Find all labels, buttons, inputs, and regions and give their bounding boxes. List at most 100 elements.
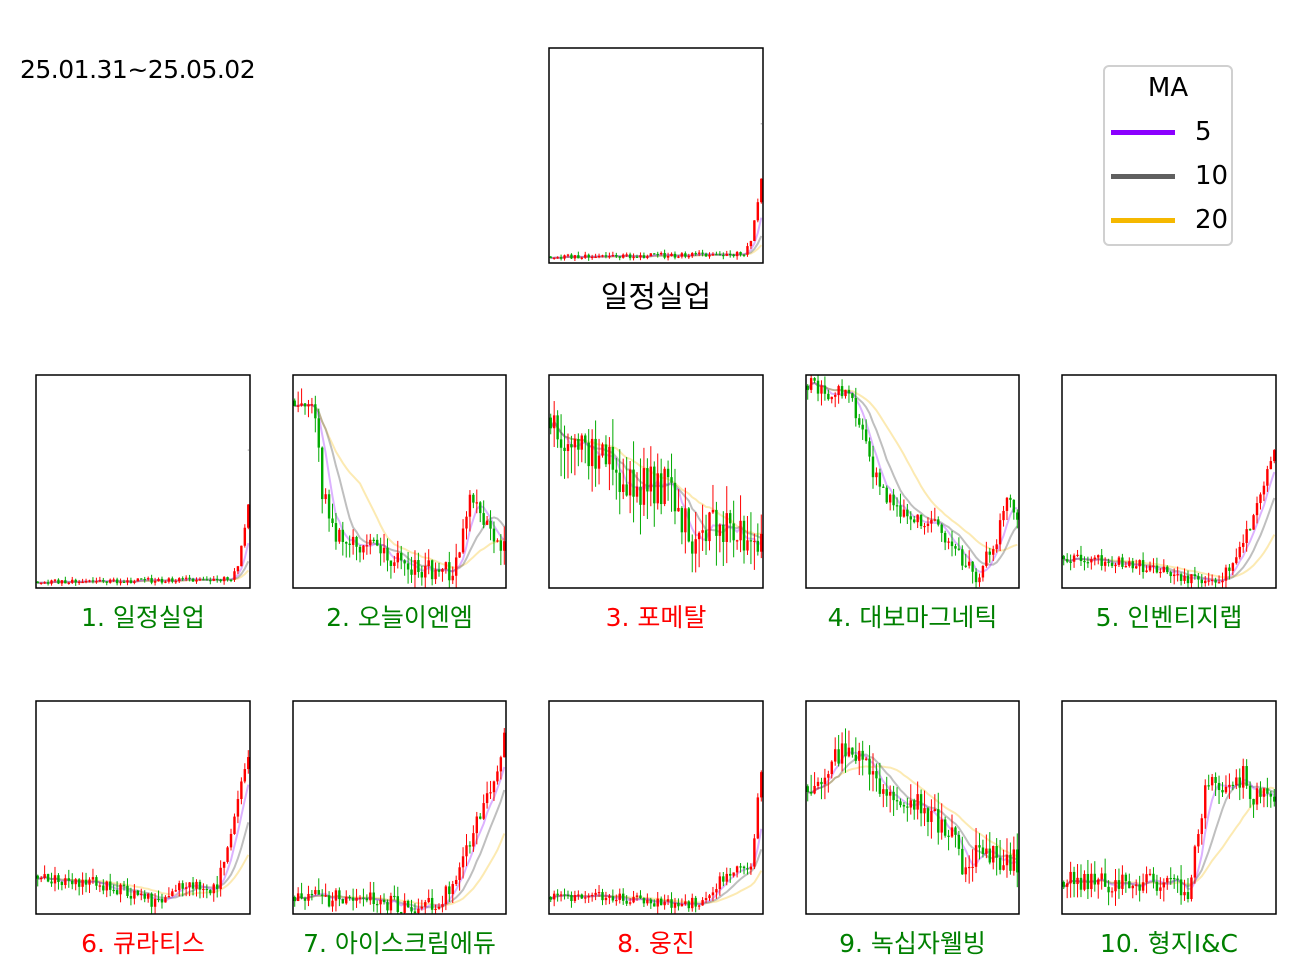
legend-swatch-ma20 (1111, 218, 1175, 223)
candle-body (756, 202, 760, 221)
candle-body (697, 532, 701, 540)
candle-body (1093, 873, 1096, 885)
candle-body (746, 868, 749, 870)
candle-body (1190, 877, 1193, 899)
candle-body (587, 442, 590, 467)
candle-body (1245, 529, 1248, 543)
candle-body (746, 246, 749, 255)
candle-body (205, 888, 209, 891)
candle-body (871, 771, 875, 775)
candle-body (833, 749, 837, 762)
candle-body (334, 890, 338, 901)
candle-body (1124, 566, 1128, 568)
candle-body (202, 579, 205, 581)
candle-body (454, 557, 458, 576)
chart-title-9: 9. 녹십자웰빙 (839, 929, 986, 958)
candle-body (1217, 782, 1221, 791)
legend-label-ma20: 20 (1195, 205, 1229, 235)
candle-body (233, 816, 236, 834)
candle-body (91, 877, 95, 880)
candle-body (444, 886, 448, 905)
candle-body (420, 572, 424, 578)
ma20-line (1063, 534, 1276, 579)
candle-body (465, 845, 468, 857)
candle-body (310, 893, 314, 896)
candle-body (995, 845, 998, 858)
candle-body (704, 253, 708, 257)
candle-body (184, 887, 188, 889)
candle-body (635, 486, 639, 497)
candle-body (1090, 873, 1093, 890)
candle-body (954, 827, 957, 835)
candle-body (233, 571, 236, 580)
candle-body (708, 512, 711, 542)
candle-body (844, 389, 847, 397)
chart-title-3: 3. 포메탈 (605, 603, 707, 632)
candle-body (1065, 883, 1069, 887)
candle-body (222, 577, 226, 582)
chart-title-10: 10. 형지I&C (1099, 929, 1239, 958)
candle-body (646, 468, 649, 492)
candle-body (673, 482, 677, 512)
candle-body (60, 881, 64, 886)
candle-body (1148, 565, 1152, 571)
candle-body (102, 580, 105, 582)
candle-body (36, 875, 39, 879)
chart-frame (35, 700, 251, 915)
candle-body (345, 896, 348, 904)
candle-body (964, 867, 967, 875)
candle-body (303, 898, 307, 901)
candle-body (167, 896, 171, 898)
candle-body (178, 883, 181, 891)
candle-body (1231, 563, 1235, 571)
candle-body (341, 529, 345, 542)
candle-body (1255, 788, 1259, 805)
candle-body (732, 523, 735, 541)
candle-body (174, 890, 177, 892)
candle-body (1186, 575, 1190, 584)
candle-body (659, 473, 663, 505)
candle-body (888, 494, 892, 503)
candle-body (663, 901, 666, 906)
candle-body (226, 847, 229, 862)
candle-body (957, 834, 961, 849)
candle-body (358, 897, 362, 899)
candle-body (451, 575, 454, 581)
candle-body (1069, 871, 1072, 884)
candle-body (1224, 567, 1228, 581)
candle-body (1252, 515, 1255, 530)
candle-body (909, 800, 912, 808)
chart-frame (292, 374, 507, 589)
candle-body (327, 494, 331, 519)
candle-body (1100, 873, 1103, 880)
candle-body (95, 877, 98, 886)
candle-body (729, 513, 732, 524)
candle-body (559, 894, 563, 896)
candle-body (823, 777, 827, 785)
candle-body (584, 435, 587, 443)
candle-body (427, 560, 430, 567)
candle-body (212, 884, 215, 894)
legend-swatch-ma10 (1111, 174, 1175, 179)
candle-body (687, 901, 690, 909)
candle-body (809, 791, 813, 794)
candle-body (314, 404, 317, 419)
candle-body (597, 255, 601, 258)
candle-body (219, 867, 222, 890)
candle-body (1135, 566, 1138, 569)
candle-body (1172, 878, 1176, 880)
candle-body (611, 896, 615, 901)
candle-body (725, 513, 728, 542)
candle-body (622, 254, 625, 258)
candle-body (892, 791, 895, 801)
candle-body (1262, 788, 1266, 797)
candle-body (708, 254, 711, 257)
candle-body (611, 255, 615, 257)
candle-body (164, 581, 167, 583)
candle-body (468, 845, 472, 847)
candle-body (153, 581, 157, 583)
candle-body (906, 509, 909, 517)
candle-body (590, 894, 594, 897)
candle-body (937, 519, 940, 525)
candle-body (559, 439, 563, 448)
